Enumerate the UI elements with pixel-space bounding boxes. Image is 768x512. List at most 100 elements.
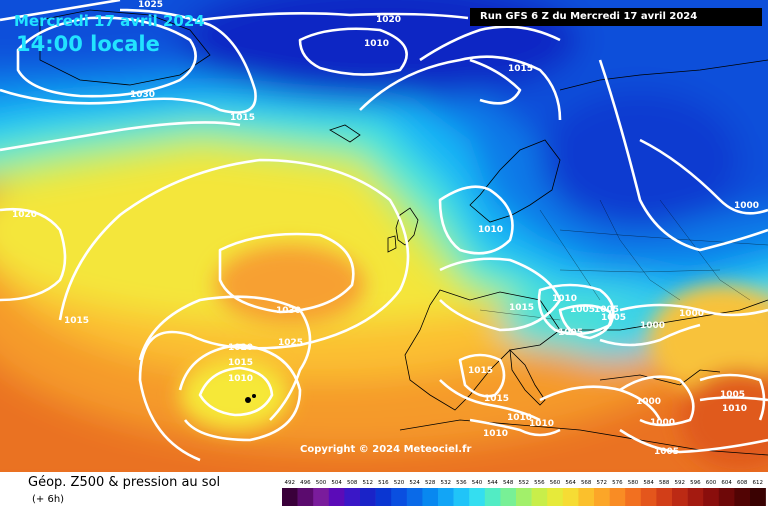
scale-tick-label: 556 [534,480,545,486]
scale-swatch [360,488,376,506]
scale-swatch [547,488,564,506]
scale-tick-label: 520 [394,480,405,486]
scale-swatch [391,488,408,506]
scale-swatch [672,488,688,506]
british-isles-outline [395,207,419,246]
scale-tick-label: 516 [378,480,389,486]
scale-swatch [282,488,298,506]
scale-swatch [718,488,735,506]
isobar-label: 1010 [552,294,578,304]
isobar-label: 1020 [376,15,402,25]
low-center-mark [252,394,256,398]
isobar-label: 1005 [654,447,680,457]
isobar-label: 1030 [130,90,156,100]
scale-tick-label: 600 [706,480,717,486]
isobar-label: 1015 [230,113,256,123]
map-footer: Géop. Z500 & pression au sol (+ 6h) 492 4… [0,472,768,512]
isobar-label: 1030 [276,306,302,316]
scale-tick-label: 576 [612,480,623,486]
scale-swatch [750,488,766,506]
isobar-label: 1015 [508,64,534,74]
isobar-label: 1000 [734,201,760,211]
scale-tick-label: 572 [597,480,608,486]
scale-tick-label: 596 [690,480,701,486]
scale-swatch [703,488,720,506]
scale-swatch [297,488,314,506]
geopotential-map [0,0,768,472]
map-title: Géop. Z500 & pression au sol [28,475,221,490]
isobar-label: 1015 [484,394,510,404]
scale-tick-label: 504 [331,480,342,486]
scale-tick-label: 592 [675,480,686,486]
scale-tick-label: 544 [487,480,498,486]
scale-tick-label: 524 [409,480,420,486]
scale-tick-label: 608 [737,480,748,486]
scale-swatch [500,488,517,506]
isobar-label: 1010 [529,419,555,429]
scale-swatch [313,488,330,506]
scale-swatch [625,488,642,506]
scale-tick-label: 540 [472,480,483,486]
scale-tick-label: 580 [628,480,639,486]
isobar-label: 1015 [509,303,535,313]
isobar-label: 1010 [228,374,254,384]
low-center-mark [245,397,251,403]
forecast-local-time: 14:00 locale [16,32,160,56]
isobar-label: 1000 [640,321,666,331]
isobar-label: 1010 [483,429,509,439]
western-europe-outline [404,289,561,411]
isobar-label: 1010 [364,39,390,49]
isobar-label: 1010 [507,413,533,423]
isobar-label: 1000 [650,418,676,428]
forecast-date: Mercredi 17 avril 2024 [14,12,205,30]
italy-outline [509,348,546,406]
isobar-label: 1005 [720,390,746,400]
isobar-label: 1010 [722,404,748,414]
isobar-label: 1005 [601,313,627,323]
isobar-label: 1010 [478,225,504,235]
isobar-label: 1015 [468,366,494,376]
scandinavia-outline [469,139,561,223]
model-run-label: Run GFS 6 Z du Mercredi 17 avril 2024 [470,8,762,26]
scale-swatch [687,488,704,506]
scale-swatch [516,488,532,506]
isobar-label: 1020 [228,343,254,353]
scale-swatch [469,488,486,506]
scale-tick-label: 492 [285,480,296,486]
color-scale-legend: 492 496 500 504 508 512 516 520 524 528 532 536 540 5… [282,480,766,506]
iceland-outline [329,124,361,143]
scale-swatch [484,488,501,506]
scale-swatch [578,488,595,506]
scale-swatch [453,488,470,506]
isobar-label: 1000 [679,309,705,319]
isobars [0,0,768,460]
scale-tick-label: 496 [300,480,311,486]
arctic-coast [559,59,768,91]
scale-swatch [562,488,579,506]
scale-swatch [531,488,548,506]
scale-tick-label: 604 [721,480,732,486]
scale-tick-label: 584 [643,480,654,486]
scale-swatch [609,488,626,506]
isobar-label: 1015 [64,316,90,326]
isobar-label: 1000 [636,397,662,407]
scale-swatch [344,488,361,506]
scale-swatch [375,488,392,506]
isobar-label: 1025 [278,338,304,348]
scale-swatch [438,488,454,506]
black-sea-outline [599,369,721,386]
scale-tick-label: 532 [441,480,452,486]
scale-tick-label: 508 [347,480,358,486]
scale-tick-label: 612 [753,480,764,486]
ireland-outline [387,235,397,253]
isobar-label: 1005 [594,305,620,315]
pressure-centers [245,394,256,403]
scale-tick-label: 564 [565,480,576,486]
isobar-label: 1005 [558,328,584,338]
scale-tick-label: 528 [425,480,436,486]
scale-swatch [422,488,439,506]
geopotential-field [0,0,768,472]
scale-tick-label: 588 [659,480,670,486]
isobar-label: 1025 [138,0,164,10]
